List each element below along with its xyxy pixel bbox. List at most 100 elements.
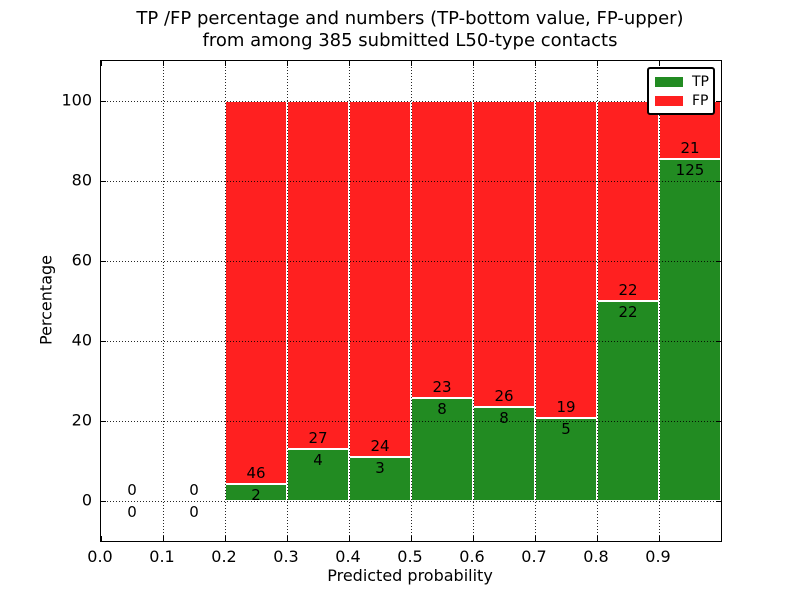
legend-label: FP bbox=[692, 92, 709, 109]
x-tick-mark bbox=[411, 536, 412, 541]
y-tick-label: 20 bbox=[71, 410, 92, 430]
tp-bar-segment bbox=[411, 397, 473, 501]
x-tick-mark bbox=[225, 536, 226, 541]
x-tick-mark-top bbox=[287, 61, 288, 66]
x-tick-mark bbox=[659, 536, 660, 541]
vertical-gridline bbox=[411, 61, 412, 541]
fp-count-label: 26 bbox=[494, 386, 514, 405]
tp-count-label: 3 bbox=[375, 458, 385, 477]
fp-bar-segment bbox=[473, 101, 535, 407]
tp-count-label: 0 bbox=[127, 503, 137, 521]
x-tick-mark-top bbox=[225, 61, 226, 66]
tp-count-label: 125 bbox=[675, 160, 705, 179]
x-tick-label: 0.9 bbox=[645, 547, 671, 566]
vertical-gridline bbox=[287, 61, 288, 541]
x-tick-mark bbox=[101, 536, 102, 541]
y-tick-label: 40 bbox=[71, 330, 92, 350]
y-tick-mark bbox=[101, 181, 106, 182]
legend-entry: FP bbox=[655, 92, 709, 109]
y-tick-mark bbox=[101, 341, 106, 342]
fp-bar-segment bbox=[411, 101, 473, 398]
y-tick-mark bbox=[101, 261, 106, 262]
fp-count-label: 24 bbox=[370, 436, 390, 455]
y-tick-mark bbox=[101, 421, 106, 422]
fp-count-label: 0 bbox=[127, 481, 137, 499]
fp-bar-segment bbox=[597, 101, 659, 301]
x-tick-mark bbox=[163, 536, 164, 541]
tp-legend-swatch-icon bbox=[655, 76, 683, 87]
vertical-gridline bbox=[597, 61, 598, 541]
tp-bar-segment bbox=[659, 158, 721, 501]
y-tick-label: 0 bbox=[81, 490, 92, 510]
x-tick-label: 0.4 bbox=[335, 547, 361, 566]
x-tick-label: 0.1 bbox=[149, 547, 175, 566]
x-tick-mark-top bbox=[659, 61, 660, 66]
fp-count-label: 21 bbox=[680, 138, 700, 157]
tp-count-label: 8 bbox=[499, 408, 509, 427]
x-tick-mark-top bbox=[163, 61, 164, 66]
y-tick-label: 100 bbox=[61, 90, 92, 110]
vertical-gridline bbox=[473, 61, 474, 541]
x-tick-mark-top bbox=[473, 61, 474, 66]
fp-bar-segment bbox=[225, 101, 287, 485]
x-tick-mark-top bbox=[597, 61, 598, 66]
tp-bar-segment bbox=[597, 301, 659, 501]
x-tick-label: 0.3 bbox=[273, 547, 299, 566]
x-tick-label: 0.0 bbox=[87, 547, 113, 566]
vertical-gridline bbox=[659, 61, 660, 541]
x-tick-mark-top bbox=[349, 61, 350, 66]
x-tick-label: 0.7 bbox=[521, 547, 547, 566]
fp-count-label: 0 bbox=[189, 481, 199, 499]
y-tick-label: 60 bbox=[71, 250, 92, 270]
fp-bar-segment bbox=[535, 101, 597, 418]
plot-area: TP FP 0 0 0 0 46 2 27 4 24 3 23 8 26 8 19 5 22 22 21 125 bbox=[100, 60, 722, 542]
y-tick-mark-right bbox=[716, 181, 721, 182]
chart-title-line1: TP /FP percentage and numbers (TP-bottom… bbox=[136, 8, 684, 29]
x-tick-mark-top bbox=[721, 61, 722, 66]
y-tick-mark-right bbox=[716, 421, 721, 422]
vertical-gridline bbox=[163, 61, 164, 541]
y-tick-mark bbox=[101, 101, 106, 102]
fp-count-label: 22 bbox=[618, 281, 638, 299]
x-tick-mark bbox=[473, 536, 474, 541]
tp-count-label: 2 bbox=[251, 486, 261, 505]
y-tick-mark-right bbox=[716, 501, 721, 502]
tp-bar-segment bbox=[349, 456, 411, 501]
tp-count-label: 4 bbox=[313, 451, 323, 470]
x-tick-mark-top bbox=[535, 61, 536, 66]
y-tick-label: 80 bbox=[71, 170, 92, 190]
y-tick-mark-right bbox=[716, 101, 721, 102]
fp-count-label: 23 bbox=[432, 377, 452, 396]
tp-count-label: 0 bbox=[189, 503, 199, 521]
x-tick-mark-top bbox=[101, 61, 102, 66]
legend-label: TP bbox=[692, 73, 709, 90]
y-tick-mark-right bbox=[716, 261, 721, 262]
tp-count-label: 22 bbox=[618, 303, 638, 321]
tp-count-label: 5 bbox=[561, 419, 571, 438]
x-tick-mark bbox=[721, 536, 722, 541]
y-tick-mark-right bbox=[716, 341, 721, 342]
x-tick-mark bbox=[597, 536, 598, 541]
x-tick-label: 0.5 bbox=[397, 547, 423, 566]
fp-bar-segment bbox=[287, 101, 349, 450]
vertical-gridline bbox=[535, 61, 536, 541]
vertical-gridline bbox=[349, 61, 350, 541]
x-tick-label: 0.2 bbox=[211, 547, 237, 566]
tp-count-label: 8 bbox=[437, 399, 447, 418]
tp-bar-segment bbox=[287, 449, 349, 501]
x-tick-mark-top bbox=[411, 61, 412, 66]
x-axis-label: Predicted probability bbox=[327, 566, 493, 585]
x-tick-mark bbox=[535, 536, 536, 541]
x-tick-label: 0.6 bbox=[459, 547, 485, 566]
x-tick-mark bbox=[287, 536, 288, 541]
fp-legend-swatch-icon bbox=[655, 95, 683, 106]
fp-count-label: 19 bbox=[556, 397, 576, 416]
fp-count-label: 27 bbox=[308, 429, 328, 448]
legend: TP FP bbox=[647, 67, 715, 115]
vertical-gridline bbox=[225, 61, 226, 541]
x-tick-label: 0.8 bbox=[583, 547, 609, 566]
fp-count-label: 46 bbox=[246, 464, 266, 483]
x-tick-mark bbox=[349, 536, 350, 541]
legend-entry: TP bbox=[655, 73, 709, 90]
